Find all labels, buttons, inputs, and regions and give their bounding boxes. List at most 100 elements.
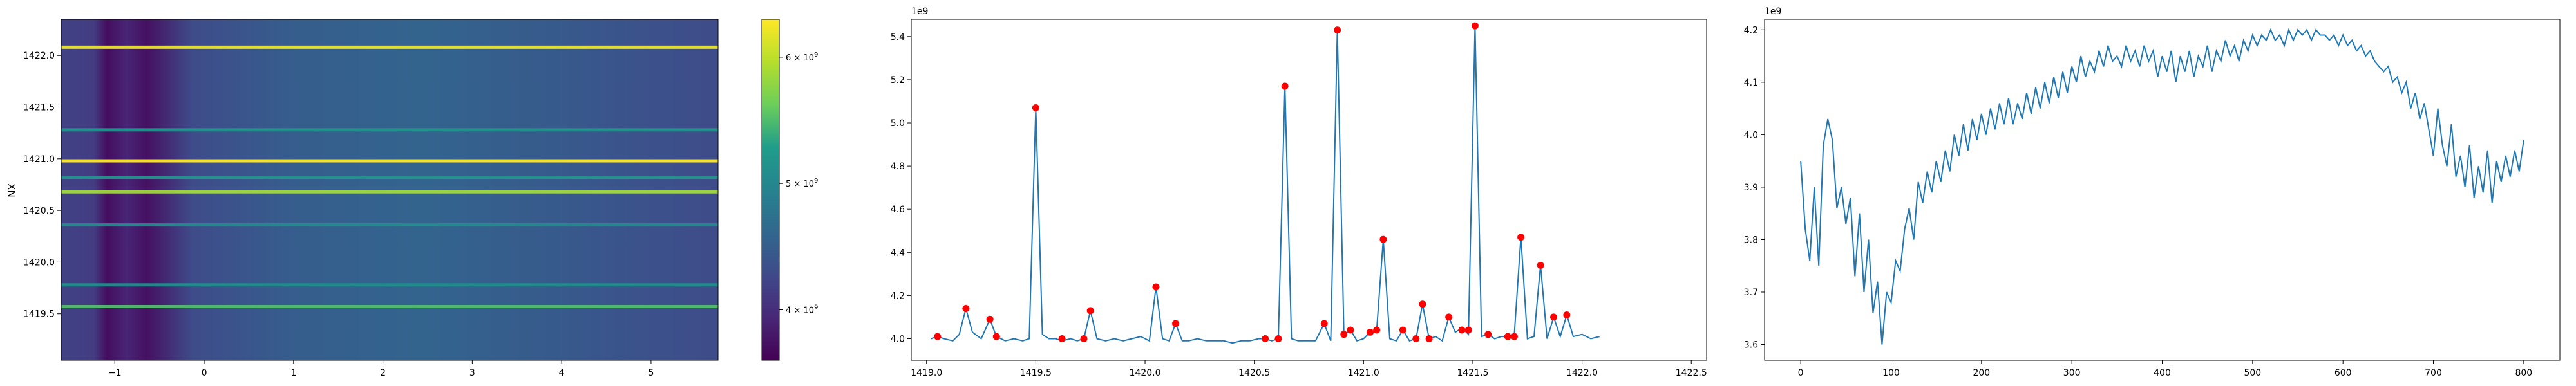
series-y-tick-label: 3.6 bbox=[1744, 340, 1758, 351]
peaks-series-line bbox=[931, 26, 1600, 344]
heatmap-y-tick-label: 1421.0 bbox=[23, 154, 55, 165]
heatmap-bright-row bbox=[61, 223, 718, 227]
peak-marker bbox=[1032, 104, 1039, 112]
peak-marker bbox=[1425, 335, 1433, 342]
peak-marker bbox=[1373, 326, 1381, 334]
heatmap-y-tick-label: 1421.5 bbox=[23, 103, 55, 113]
heatmap-y-tick-label: 1419.5 bbox=[23, 309, 55, 320]
heatmap-panel: −1 0 1 2 3 4 5 1419.51420.01420.51421.01421.51… bbox=[6, 19, 818, 378]
peak-marker bbox=[1419, 300, 1426, 308]
heatmap-y-tick-label: 1420.5 bbox=[23, 206, 55, 216]
series-panel: 1e9 0 100 200 300 400 500 600 700 800 3.63.73.83… bbox=[1744, 6, 2561, 378]
peak-marker bbox=[1379, 235, 1387, 243]
peak-marker bbox=[1563, 311, 1571, 319]
series-x-tick-label: 800 bbox=[2515, 368, 2532, 378]
heatmap-y-tick-label: 1422.0 bbox=[23, 51, 55, 61]
heatmap-bright-row bbox=[61, 283, 718, 287]
peaks-offset-text: 1e9 bbox=[911, 6, 928, 17]
peaks-y-tick-label: 4.8 bbox=[891, 161, 905, 172]
series-x-tick-label: 700 bbox=[2425, 368, 2442, 378]
peaks-y-tick-label: 4.6 bbox=[891, 205, 905, 215]
peak-marker bbox=[1320, 320, 1328, 327]
peak-markers bbox=[934, 22, 1571, 342]
colorbar bbox=[761, 19, 780, 361]
series-x-tick-label: 200 bbox=[1973, 368, 1990, 378]
peak-marker bbox=[992, 333, 1000, 340]
series-x-tick-label: 400 bbox=[2154, 368, 2171, 378]
peak-marker bbox=[934, 333, 942, 340]
peaks-panel: 1e9 1419.0 1419.5 1420.0 1420.5 1421.0 1421.5… bbox=[891, 6, 1707, 378]
heatmap-x-tick-label: 5 bbox=[648, 368, 654, 378]
peak-marker bbox=[1367, 328, 1374, 336]
heatmap-y-tick-label: 1420.0 bbox=[23, 257, 55, 268]
series-x-ticks: 0 100 200 300 400 500 600 700 800 bbox=[1798, 360, 2532, 378]
heatmap-y-ticks: 1419.5 1420.0 1420.5 1421.0 1421.5 1422.0 bbox=[23, 51, 61, 320]
peak-marker bbox=[1281, 82, 1289, 90]
peak-marker bbox=[1399, 326, 1406, 334]
peaks-y-tick-label: 4.0 bbox=[891, 334, 905, 344]
peak-marker bbox=[1471, 22, 1479, 30]
peak-marker bbox=[1510, 333, 1518, 340]
peak-marker bbox=[1340, 331, 1348, 338]
peak-marker bbox=[1458, 326, 1466, 334]
heatmap-bright-row bbox=[61, 190, 718, 194]
peak-marker bbox=[1464, 326, 1472, 334]
peaks-y-tick-label: 4.2 bbox=[891, 291, 905, 301]
series-y-tick-label: 4.2 bbox=[1744, 25, 1758, 35]
series-x-tick-label: 300 bbox=[2063, 368, 2081, 378]
series-y-tick-label: 3.7 bbox=[1744, 288, 1758, 298]
peak-marker bbox=[1517, 234, 1525, 241]
heatmap-x-tick-label: 2 bbox=[380, 368, 386, 378]
peak-marker bbox=[1152, 283, 1160, 291]
colorbar-tick-label: 4 × 109 bbox=[786, 304, 818, 315]
series-axes-frame bbox=[1764, 19, 2561, 361]
heatmap-bright-row bbox=[61, 304, 718, 308]
peak-marker bbox=[1484, 331, 1492, 338]
series-line bbox=[1800, 28, 2524, 345]
series-x-tick-label: 100 bbox=[1882, 368, 1900, 378]
peaks-axes-frame bbox=[911, 19, 1707, 361]
heatmap-rows bbox=[61, 45, 718, 308]
peaks-x-tick-label: 1420.5 bbox=[1238, 368, 1270, 378]
heatmap-y-label: NX bbox=[6, 183, 18, 198]
peaks-x-tick-label: 1422.5 bbox=[1676, 368, 1707, 378]
series-y-ticks: 3.6 3.7 3.8 3.9 4.0 4.1 4.2 bbox=[1744, 25, 1765, 351]
heatmap-x-ticks: −1 0 1 2 3 4 5 bbox=[108, 360, 654, 378]
series-y-tick-label: 4.0 bbox=[1744, 130, 1758, 140]
peak-marker bbox=[1504, 333, 1511, 340]
peaks-x-tick-label: 1419.5 bbox=[1020, 368, 1052, 378]
peak-marker bbox=[1347, 326, 1354, 334]
peaks-y-tick-label: 5.4 bbox=[891, 32, 905, 42]
heatmap-x-tick-label: 3 bbox=[469, 368, 475, 378]
series-x-tick-label: 600 bbox=[2334, 368, 2352, 378]
series-x-tick-label: 500 bbox=[2244, 368, 2261, 378]
heatmap-bright-row bbox=[61, 159, 718, 163]
peak-marker bbox=[1262, 335, 1269, 342]
series-x-tick-label: 0 bbox=[1798, 368, 1804, 378]
peak-marker bbox=[986, 315, 994, 323]
heatmap-bright-row bbox=[61, 45, 718, 49]
peak-marker bbox=[1086, 307, 1094, 315]
peaks-y-ticks: 4.0 4.2 4.4 4.6 4.8 5.0 5.2 5.4 bbox=[891, 32, 911, 344]
colorbar-tick-label: 6 × 109 bbox=[786, 51, 818, 63]
peaks-x-tick-label: 1421.0 bbox=[1348, 368, 1379, 378]
peak-marker bbox=[1334, 26, 1341, 34]
heatmap-x-tick-label: 4 bbox=[559, 368, 565, 378]
colorbar-tick-label: 5 × 109 bbox=[786, 178, 818, 189]
series-y-tick-label: 3.9 bbox=[1744, 183, 1758, 193]
peaks-x-ticks: 1419.0 1419.5 1420.0 1420.5 1421.0 1421.5 1422… bbox=[911, 360, 1707, 378]
series-offset-text: 1e9 bbox=[1765, 6, 1781, 17]
peak-marker bbox=[1412, 335, 1420, 342]
heatmap-frame bbox=[61, 19, 719, 361]
peaks-x-tick-label: 1421.5 bbox=[1457, 368, 1488, 378]
heatmap-x-tick-label: 0 bbox=[202, 368, 207, 378]
heatmap-x-tick-label: −1 bbox=[108, 368, 122, 378]
peak-marker bbox=[1080, 335, 1088, 342]
peaks-x-tick-label: 1422.0 bbox=[1566, 368, 1598, 378]
peak-marker bbox=[1172, 320, 1180, 327]
peak-marker bbox=[1537, 261, 1544, 269]
heatmap-bright-row bbox=[61, 176, 718, 179]
peak-marker bbox=[1058, 335, 1066, 342]
peaks-x-tick-label: 1419.0 bbox=[911, 368, 942, 378]
